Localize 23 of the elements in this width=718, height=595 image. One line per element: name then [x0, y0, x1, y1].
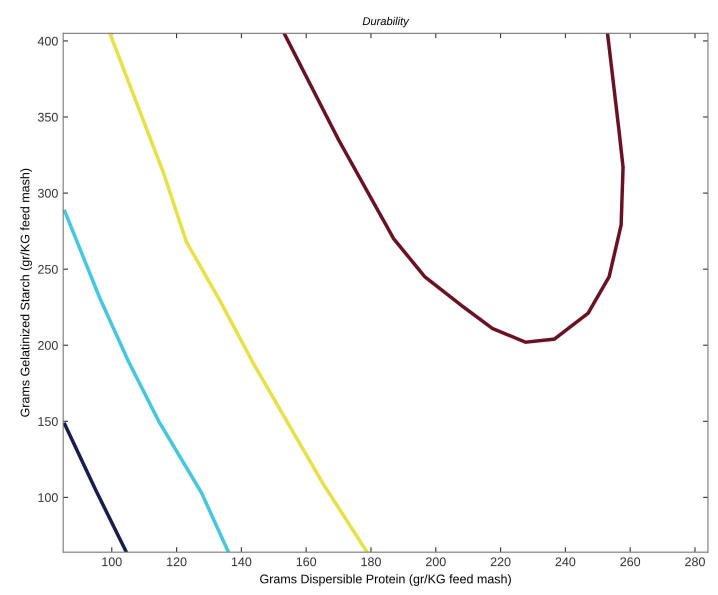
x-tick-label: 160 — [296, 557, 316, 566]
y-tick-label: 350 — [38, 112, 58, 122]
line-series — [282, 33, 625, 344]
chart-title: Durability — [362, 16, 410, 28]
x-tick-label: 100 — [102, 557, 122, 566]
y-tick-label: 150 — [38, 417, 58, 426]
y-axis-title: Grams Gelatinized Starch (gr/KG feed mash) — [20, 168, 32, 417]
y-tick-label: 400 — [38, 36, 58, 46]
x-tick-label: 140 — [232, 557, 252, 566]
x-tick-label: 180 — [362, 557, 381, 566]
x-tick-label: 280 — [685, 557, 705, 566]
y-tick-label: 250 — [38, 264, 58, 274]
y-tick-label: 200 — [38, 341, 58, 350]
x-tick-label: 220 — [490, 557, 511, 566]
line-series — [108, 33, 369, 552]
x-tick-label: 120 — [167, 557, 187, 566]
x-tick-label: 240 — [556, 557, 576, 566]
y-tick-label: 300 — [38, 188, 58, 198]
x-tick-label: 200 — [426, 557, 446, 566]
x-tick-label: 260 — [620, 557, 640, 566]
x-axis-title: Grams Dispersible Protein (gr/KG feed mash) — [260, 574, 511, 586]
y-tick-label: 100 — [38, 493, 58, 502]
line-series — [63, 210, 230, 552]
